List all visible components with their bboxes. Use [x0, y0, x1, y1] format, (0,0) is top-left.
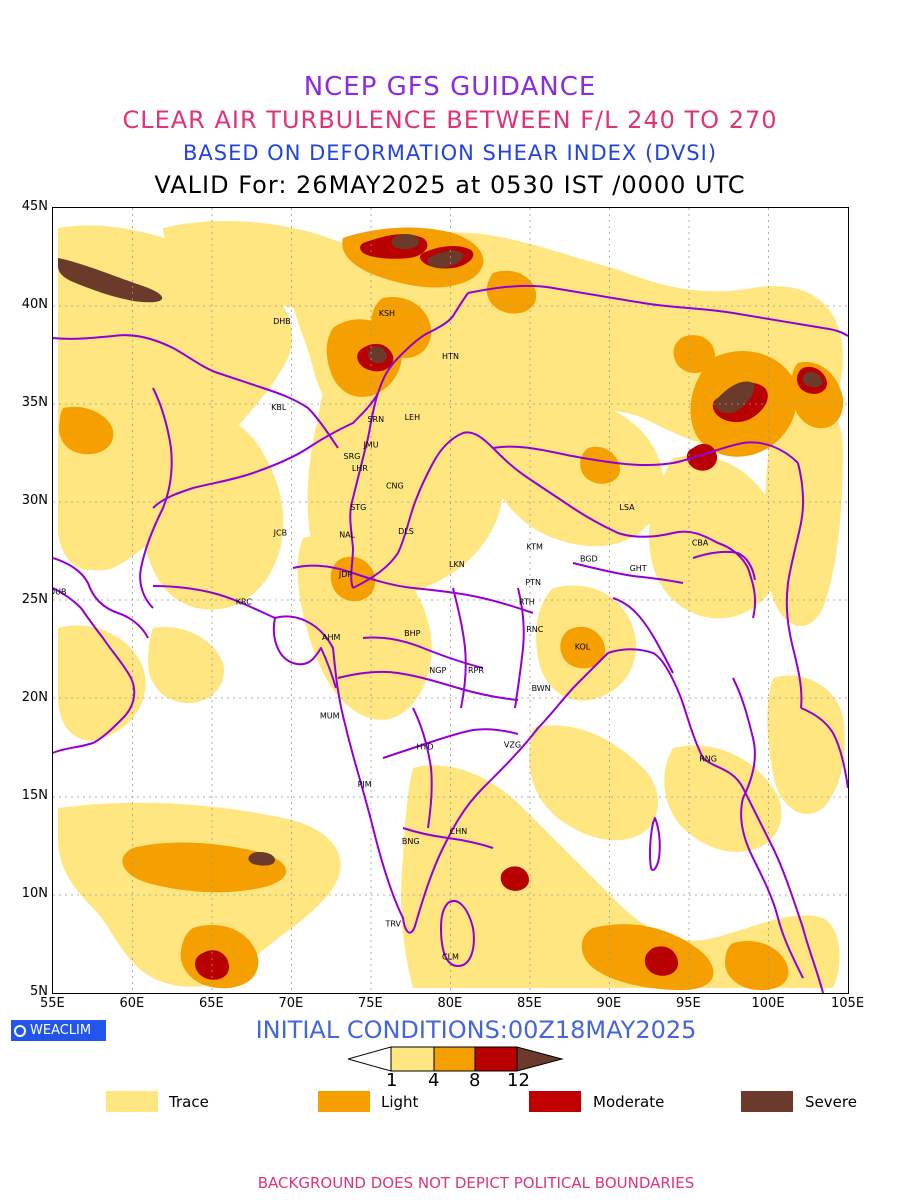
initial-conditions: INITIAL CONDITIONS:00Z18MAY2025	[255, 1016, 697, 1044]
logo-circle-icon	[14, 1024, 26, 1037]
latitude-label: 5N	[30, 984, 48, 999]
city-label-bng: BNG	[402, 837, 420, 846]
city-label-kbl: KBL	[271, 403, 287, 412]
grid	[53, 208, 848, 993]
colorbar-light-swatch	[433, 1046, 476, 1072]
colorbar-label-4: 4	[428, 1070, 440, 1091]
colorbar-label-12: 12	[507, 1070, 530, 1091]
city-label-bwn: BWN	[532, 684, 551, 693]
city-label-leh: LEH	[405, 413, 421, 422]
city-label-cng: CNG	[386, 482, 404, 491]
city-label-lsa: LSA	[619, 503, 635, 512]
city-label-srg: SRG	[343, 452, 360, 461]
latitude-label: 10N	[21, 885, 48, 901]
city-label-lkn: LKN	[449, 560, 465, 569]
city-label-pjm: PJM	[358, 780, 372, 789]
city-label-vzg: VZG	[504, 741, 521, 750]
city-label-krc: KRC	[236, 597, 252, 606]
latitude-label: 40N	[21, 297, 48, 313]
latitude-label: 45N	[21, 199, 48, 214]
city-label-ptn: PTN	[525, 578, 541, 587]
colorbar-moderate-swatch	[474, 1046, 518, 1072]
city-label-dls: DLS	[398, 527, 414, 536]
colorbar	[348, 1046, 564, 1072]
latitude-label: 20N	[21, 689, 48, 705]
longitude-label: 60E	[119, 996, 145, 1011]
title-line-1: NCEP GFS GUIDANCE	[303, 72, 597, 102]
city-label-srn: SRN	[367, 415, 384, 424]
severe-regions	[58, 234, 823, 866]
city-label-ktm: KTM	[527, 542, 544, 551]
city-label-lhr: LHR	[352, 464, 368, 473]
longitude-label: 75E	[358, 996, 383, 1011]
city-label-bhp: BHP	[404, 629, 421, 638]
colorbar-severe-arrow	[516, 1046, 564, 1072]
legend-moderate-swatch	[529, 1091, 581, 1112]
city-label-cba: CBA	[692, 539, 709, 548]
city-label-clm: CLM	[442, 953, 459, 962]
footer-disclaimer: BACKGROUND DOES NOT DEPICT POLITICAL BOU…	[257, 1174, 695, 1192]
city-label-htn: HTN	[442, 352, 459, 361]
weaclim-logo: WEACLIM	[11, 1020, 106, 1041]
longitude-label: 95E	[676, 996, 701, 1011]
colorbar-label-8: 8	[469, 1070, 481, 1091]
legend-moderate-label: Moderate	[593, 1093, 665, 1111]
title-line-3: BASED ON DEFORMATION SHEAR INDEX (DVSI)	[182, 141, 718, 165]
longitude-label: 80E	[437, 996, 463, 1011]
longitude-label: 90E	[596, 996, 622, 1011]
valid-time: VALID For: 26MAY2025 at 0530 IST /0000 U…	[154, 171, 746, 199]
latitude-label: 25N	[21, 591, 48, 607]
legend-light-label: Light	[381, 1093, 419, 1111]
city-label-dhb: DHB	[273, 317, 291, 326]
city-label-chn: CHN	[450, 827, 468, 836]
city-label-ngp: NGP	[429, 666, 446, 675]
city-label-nal: NAL	[339, 531, 355, 540]
longitude-label: 105E	[831, 996, 865, 1011]
city-label-hyd: HYD	[417, 743, 434, 752]
legend-trace-label: Trace	[169, 1093, 209, 1111]
city-label-rth: RTH	[519, 597, 535, 606]
city-label-kol: KOL	[575, 643, 591, 652]
city-label-ght: GHT	[630, 564, 647, 573]
city-label-jmu: JMU	[362, 440, 378, 449]
city-label-rnc: RNC	[526, 625, 544, 634]
city-label-jcb: JCB	[273, 529, 287, 538]
city-label-rpr: RPR	[468, 666, 484, 675]
colorbar-trace-swatch	[390, 1046, 435, 1072]
longitude-label: 65E	[199, 996, 224, 1011]
latitude-label: 15N	[21, 787, 48, 803]
longitude-label: 100E	[751, 996, 785, 1011]
city-label-rng: RNG	[699, 754, 717, 763]
city-label-mum: MUM	[320, 711, 340, 720]
city-label-stg: STG	[350, 503, 366, 512]
city-label-trv: TRV	[385, 919, 402, 928]
colorbar-low-arrow	[348, 1046, 392, 1072]
longitude-label: 85E	[517, 996, 542, 1011]
city-label-jdp: JDP	[338, 570, 353, 579]
city-label-ahm: AHM	[322, 633, 340, 642]
longitude-label: 70E	[278, 996, 304, 1011]
longitude-label: 55E	[40, 996, 65, 1011]
legend-severe-label: Severe	[805, 1093, 857, 1111]
title-line-2: CLEAR AIR TURBULENCE BETWEEN F/L 240 TO …	[122, 106, 778, 134]
turbulence-map: DHB KSH HTN KBL SRN LEH JMU SRG LHR CNG STG JCB NAL D…	[52, 207, 849, 994]
logo-text: WEACLIM	[30, 1023, 92, 1038]
city-label-bgd: BGD	[580, 554, 598, 563]
legend-severe-swatch	[741, 1091, 793, 1112]
city-label-ksh: KSH	[379, 309, 395, 318]
boundaries	[53, 284, 848, 993]
latitude-label: 30N	[21, 493, 48, 509]
latitude-label: 35N	[21, 395, 48, 411]
city-label-dub: DUB	[53, 588, 67, 597]
colorbar-label-1: 1	[386, 1070, 398, 1091]
legend-light-swatch	[318, 1091, 370, 1112]
legend-trace-swatch	[106, 1091, 158, 1112]
